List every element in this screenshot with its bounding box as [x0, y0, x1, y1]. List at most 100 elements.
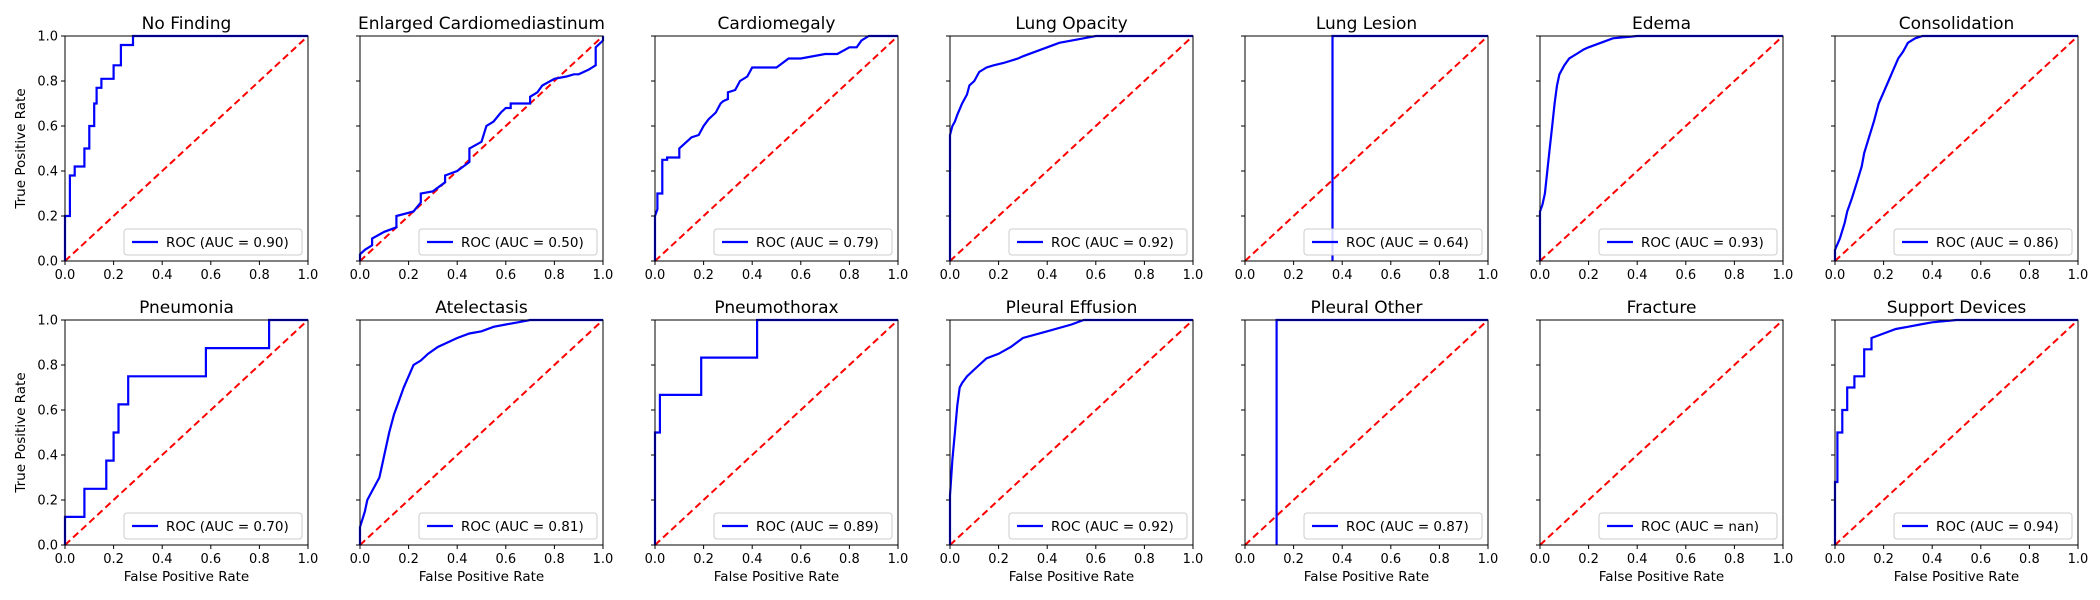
legend-box [1598, 512, 1778, 540]
x-axis-label: False Positive Rate [714, 569, 839, 585]
x-tick-label: 1.0 [2068, 552, 2089, 567]
x-tick-label: 0.6 [200, 552, 221, 567]
subplot-4: Lung Lesion 0.0 0.2 0.4 0.6 0.8 1.0 ROC (AUC = … [1235, 14, 1499, 283]
legend-label: ROC (AUC = 0.90) [166, 235, 289, 251]
x-tick-label: 0.8 [1429, 552, 1450, 567]
x-tick-label: 0.2 [1578, 552, 1599, 567]
x-tick-label: 0.2 [398, 552, 419, 567]
x-tick-label: 0.4 [1332, 552, 1353, 567]
roc-curve-line [948, 34, 1193, 261]
legend: ROC (AUC = 0.50) [418, 228, 598, 256]
chance-diagonal-line [1244, 35, 1489, 262]
x-tick-label: 0.0 [350, 268, 371, 283]
legend-label: ROC (AUC = 0.70) [166, 519, 289, 535]
y-tick-label: 0.2 [37, 210, 58, 225]
legend-label: ROC (AUC = 0.92) [1051, 235, 1174, 251]
x-tick-label: 0.6 [1380, 552, 1401, 567]
legend: ROC (AUC = 0.86) [1893, 228, 2073, 256]
roc-curve-line [63, 318, 308, 545]
x-tick-label: 0.4 [1332, 268, 1353, 283]
legend: ROC (AUC = 0.92) [1008, 512, 1188, 540]
x-tick-label: 0.0 [1530, 268, 1551, 283]
x-tick-label: 0.6 [1675, 268, 1696, 283]
chance-diagonal-line [359, 319, 604, 546]
legend-label: ROC (AUC = 0.89) [756, 519, 879, 535]
roc-curve-line [948, 318, 1193, 545]
roc-curve-line [653, 318, 898, 545]
legend-label: ROC (AUC = nan) [1641, 519, 1759, 535]
y-tick-label: 1.0 [37, 30, 58, 45]
x-tick-label: 1.0 [593, 552, 614, 567]
roc-curve-line [1538, 34, 1783, 261]
x-axis-label: False Positive Rate [1894, 569, 2019, 585]
plot-frame [654, 35, 899, 262]
plot-frame [1539, 319, 1784, 546]
subplot-title: Edema [1632, 14, 1691, 34]
x-tick-label: 0.0 [645, 552, 666, 567]
subplot-title: Pleural Other [1310, 298, 1422, 318]
plot-frame [654, 319, 899, 546]
x-axis-label: False Positive Rate [419, 569, 544, 585]
x-tick-label: 1.0 [888, 552, 909, 567]
legend-label: ROC (AUC = 0.94) [1936, 519, 2059, 535]
x-tick-label: 0.4 [1627, 552, 1648, 567]
x-tick-label: 0.8 [1724, 268, 1745, 283]
x-axis-label: False Positive Rate [1009, 569, 1134, 585]
subplot-title: Pneumonia [139, 298, 234, 318]
x-tick-label: 0.4 [447, 268, 468, 283]
y-tick-label: 0.4 [37, 449, 58, 464]
legend: ROC (AUC = 0.87) [1303, 512, 1483, 540]
y-axis-label: True Positive Rate [13, 372, 29, 493]
x-tick-label: 0.2 [103, 268, 124, 283]
plot-frame [949, 319, 1194, 546]
legend-label: ROC (AUC = 0.79) [756, 235, 879, 251]
legend: ROC (AUC = 0.94) [1893, 512, 2073, 540]
roc-curve-line [1331, 34, 1488, 261]
subplot-title: Cardiomegaly [718, 14, 836, 34]
subplot-8: Atelectasis 0.0 0.2 0.4 0.6 0.8 1.0 False Posit… [350, 298, 614, 585]
legend-label: ROC (AUC = 0.93) [1641, 235, 1764, 251]
x-tick-label: 0.8 [1429, 268, 1450, 283]
y-tick-label: 0.0 [37, 255, 58, 270]
x-tick-label: 1.0 [1773, 552, 1794, 567]
legend-box [1008, 228, 1188, 256]
plot-frame [1244, 35, 1489, 262]
x-tick-label: 0.2 [988, 552, 1009, 567]
roc-curve-line [1833, 318, 2078, 545]
x-tick-label: 0.2 [1873, 552, 1894, 567]
chance-diagonal-line [949, 319, 1194, 546]
x-tick-label: 0.4 [152, 268, 173, 283]
x-tick-label: 0.4 [1627, 268, 1648, 283]
x-tick-label: 0.6 [1380, 268, 1401, 283]
x-tick-label: 1.0 [1773, 268, 1794, 283]
x-tick-label: 0.0 [1530, 552, 1551, 567]
legend-box [1893, 512, 2073, 540]
subplot-title: Support Devices [1887, 298, 2027, 318]
x-tick-label: 0.0 [645, 268, 666, 283]
plot-frame [359, 35, 604, 262]
x-tick-label: 0.0 [350, 552, 371, 567]
x-axis-label: False Positive Rate [1599, 569, 1724, 585]
x-tick-label: 0.0 [1235, 268, 1256, 283]
x-tick-label: 0.4 [1037, 552, 1058, 567]
x-tick-label: 1.0 [593, 268, 614, 283]
x-tick-label: 0.0 [1825, 552, 1846, 567]
legend: ROC (AUC = 0.79) [713, 228, 893, 256]
subplot-0: No Finding 0.0 0.2 0.4 0.6 0.8 1.0 0.0 0.2 0.4 0.6… [13, 14, 318, 283]
chance-diagonal-line [359, 35, 604, 262]
x-tick-label: 0.6 [790, 268, 811, 283]
roc-curve-line [63, 34, 308, 261]
legend: ROC (AUC = nan) [1598, 512, 1778, 540]
x-tick-label: 0.0 [55, 552, 76, 567]
plot-frame [64, 35, 309, 262]
y-tick-label: 0.2 [37, 494, 58, 509]
plot-frame [1834, 35, 2079, 262]
legend-label: ROC (AUC = 0.64) [1346, 235, 1469, 251]
chance-diagonal-line [949, 35, 1194, 262]
legend: ROC (AUC = 0.70) [123, 512, 303, 540]
legend-label: ROC (AUC = 0.87) [1346, 519, 1469, 535]
plot-frame [359, 319, 604, 546]
legend-box [1598, 228, 1778, 256]
plot-frame [949, 35, 1194, 262]
